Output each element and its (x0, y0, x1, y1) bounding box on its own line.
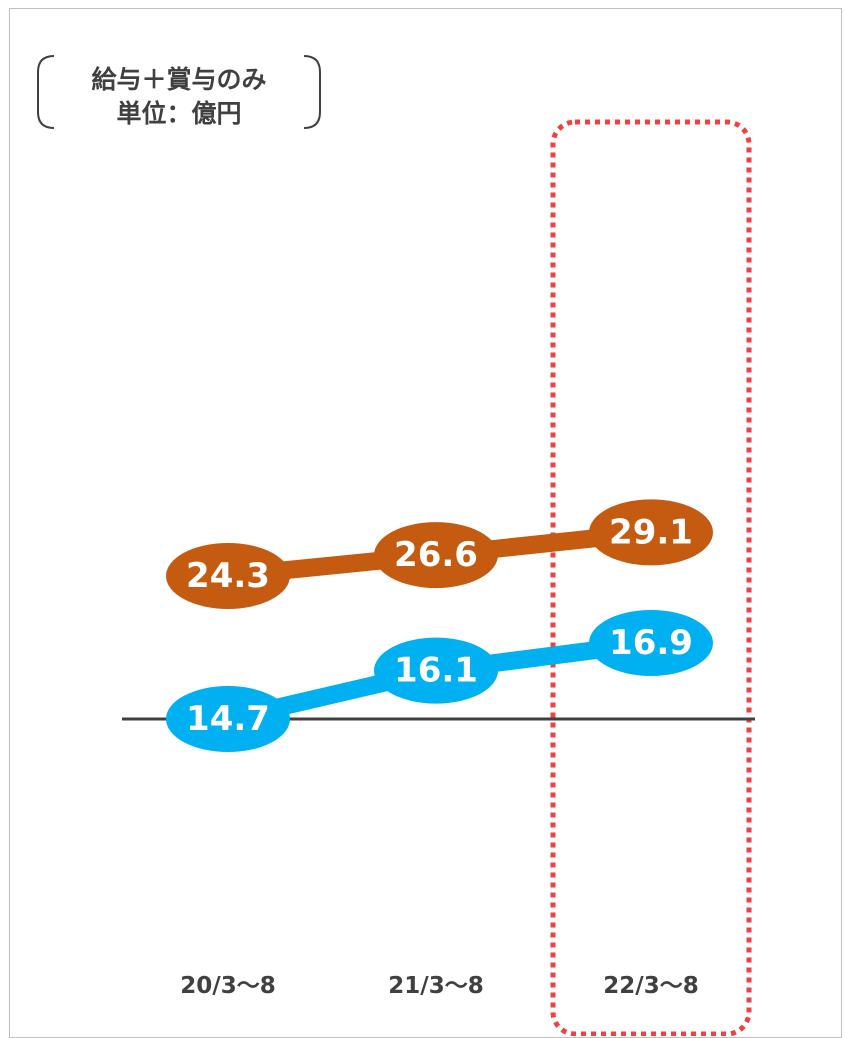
unit-note-line1: 給与＋賞与のみ (91, 65, 267, 94)
highlight-box (550, 119, 752, 1036)
data-label: 16.9 (609, 623, 693, 663)
data-point-marker (589, 499, 713, 566)
data-point-marker (374, 522, 498, 589)
x-tick-label: 21/3〜8 (388, 973, 483, 999)
data-point-marker (166, 686, 290, 753)
data-label: 26.6 (394, 535, 478, 575)
data-point-marker (166, 542, 290, 609)
data-label: 29.1 (609, 512, 693, 552)
x-tick-label: 22/3〜8 (603, 973, 698, 999)
data-point-marker (374, 637, 498, 704)
unit-note-line2: 単位：億円 (116, 99, 242, 128)
data-label: 16.1 (394, 651, 478, 691)
unit-note: 給与＋賞与のみ 単位：億円 (36, 54, 322, 130)
x-tick-label: 20/3〜8 (180, 973, 275, 999)
data-label: 14.7 (186, 699, 270, 739)
data-point-marker (589, 609, 713, 676)
unit-note-brackets (37, 55, 321, 129)
data-label: 24.3 (186, 556, 270, 596)
